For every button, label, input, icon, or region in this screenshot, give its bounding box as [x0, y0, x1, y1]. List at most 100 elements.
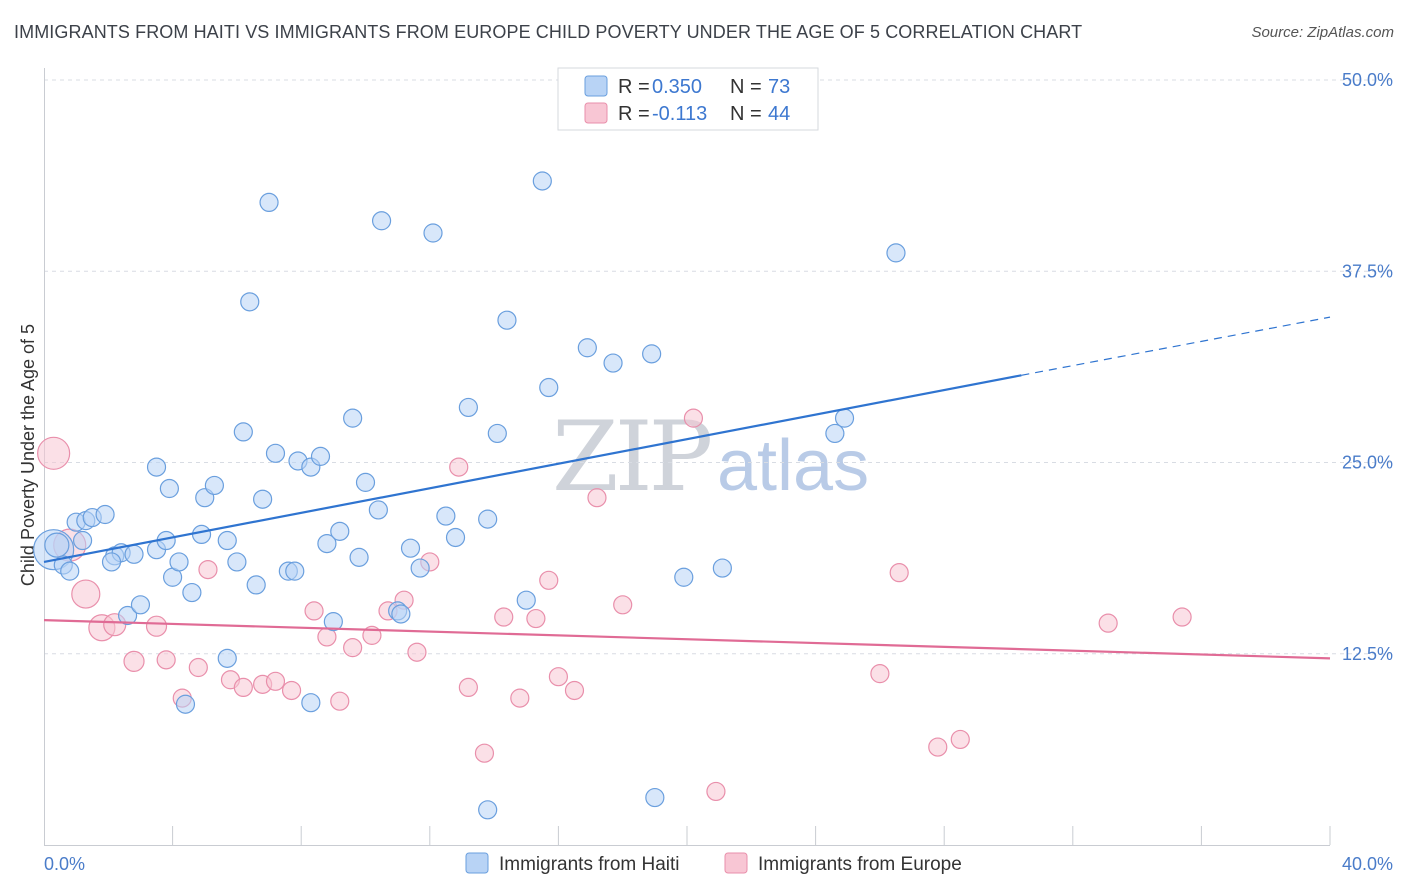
y-tick-label: 25.0%	[1342, 453, 1393, 473]
stats-legend: R = 0.350 N = 73 R = -0.113 N = 44	[557, 67, 819, 131]
haiti-point	[301, 693, 321, 713]
haiti-point	[240, 292, 260, 312]
haiti-point	[130, 595, 151, 615]
haiti-point	[355, 472, 376, 492]
europe-point	[870, 664, 890, 684]
haiti-point	[645, 787, 665, 808]
europe-point	[889, 563, 909, 583]
haiti-point	[423, 223, 443, 243]
europe-point	[539, 570, 559, 590]
europe-point	[526, 608, 546, 629]
haiti-point	[124, 544, 144, 564]
haiti-r-value: 0.350	[652, 76, 702, 98]
y-axis-label: Child Poverty Under the Age of 5	[18, 324, 38, 586]
haiti-point	[72, 530, 93, 551]
legend-label-haiti: Immigrants from Haiti	[499, 854, 680, 875]
haiti-point	[44, 532, 70, 558]
haiti-point	[478, 509, 498, 529]
haiti-point	[478, 800, 498, 820]
haiti-point	[101, 552, 122, 572]
haiti-point	[532, 171, 552, 191]
europe-point	[510, 688, 530, 708]
x-tick-label-max: 40.0%	[1342, 854, 1393, 874]
europe-point	[587, 488, 607, 508]
europe-n-label: N =	[730, 103, 762, 125]
haiti-point	[712, 558, 732, 578]
haiti-point	[317, 533, 337, 554]
europe-r-label: R =	[618, 103, 650, 125]
haiti-point	[825, 423, 845, 444]
y-tick-labels: 12.5% 25.0% 37.5% 50.0%	[1342, 70, 1393, 664]
europe-point	[198, 559, 218, 580]
europe-point	[474, 743, 495, 763]
trend-lines	[43, 316, 1331, 660]
europe-point	[613, 595, 633, 615]
haiti-point	[146, 457, 167, 477]
haiti-point	[371, 211, 392, 231]
europe-point	[458, 677, 478, 698]
europe-point	[548, 667, 569, 687]
haiti-point	[458, 397, 478, 418]
source-credit: Source: ZipAtlas.com	[1251, 24, 1394, 41]
haiti-point	[60, 561, 80, 581]
haiti-point	[323, 612, 343, 632]
europe-point	[449, 457, 469, 477]
haiti-point	[217, 648, 237, 668]
haiti-r-label: R =	[618, 76, 650, 98]
europe-r-value: -0.113	[652, 103, 707, 125]
europe-points	[37, 408, 1192, 802]
haiti-point	[169, 552, 189, 572]
y-tick-label: 12.5%	[1342, 644, 1393, 664]
legend-swatch-haiti	[465, 852, 489, 874]
europe-point	[281, 680, 302, 701]
haiti-trend-extension	[1021, 316, 1331, 376]
haiti-point	[391, 604, 411, 624]
haiti-point	[265, 443, 286, 463]
legend-label-europe: Immigrants from Europe	[758, 854, 962, 875]
europe-point	[343, 638, 363, 658]
europe-point	[233, 677, 253, 698]
watermark-atlas: atlas	[717, 426, 869, 506]
haiti-points	[33, 171, 906, 820]
haiti-point	[497, 310, 517, 330]
haiti-point	[577, 338, 597, 358]
haiti-point	[445, 527, 466, 548]
haiti-point	[204, 475, 224, 496]
europe-point	[706, 781, 726, 802]
europe-point	[156, 650, 176, 670]
europe-point	[37, 436, 71, 470]
haiti-point	[603, 353, 623, 373]
series-legend: Immigrants from Haiti Immigrants from Eu…	[465, 852, 962, 875]
haiti-point	[642, 344, 662, 364]
haiti-point	[343, 408, 363, 428]
haiti-point	[674, 567, 694, 587]
europe-point	[407, 642, 427, 662]
haiti-point	[539, 377, 559, 398]
haiti-point	[285, 561, 305, 581]
haiti-point	[487, 423, 507, 444]
europe-point	[928, 737, 948, 757]
haiti-point	[330, 521, 350, 541]
x-axis-ticks	[172, 826, 1331, 845]
haiti-trend-line	[43, 374, 1022, 564]
europe-point	[564, 680, 585, 701]
haiti-point	[310, 446, 331, 466]
legend-swatch-europe	[724, 852, 748, 874]
chart-title: IMMIGRANTS FROM HAITI VS IMMIGRANTS FROM…	[14, 22, 1083, 42]
europe-point	[330, 691, 350, 711]
haiti-point	[117, 605, 138, 626]
haiti-point	[349, 547, 369, 567]
europe-point	[265, 671, 286, 691]
haiti-point	[410, 558, 430, 578]
haiti-n-label: N =	[730, 76, 762, 98]
haiti-point	[516, 590, 536, 610]
y-tick-label: 37.5%	[1342, 261, 1393, 281]
haiti-point	[436, 506, 456, 526]
y-tick-label: 50.0%	[1342, 70, 1393, 90]
europe-trend-line	[43, 618, 1331, 660]
haiti-point	[191, 524, 212, 545]
haiti-point	[233, 422, 253, 442]
haiti-point	[253, 489, 273, 509]
haiti-point	[217, 530, 237, 551]
